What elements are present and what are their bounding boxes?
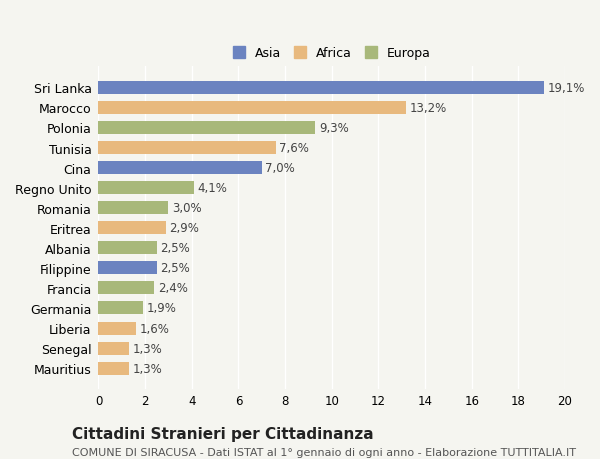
Text: 2,5%: 2,5%	[160, 262, 190, 275]
Text: 2,4%: 2,4%	[158, 282, 188, 295]
Bar	[98, 322, 136, 335]
Text: 2,5%: 2,5%	[160, 242, 190, 255]
Bar	[98, 142, 276, 155]
Text: 3,0%: 3,0%	[172, 202, 202, 215]
Text: 4,1%: 4,1%	[197, 182, 227, 195]
Text: 13,2%: 13,2%	[410, 102, 447, 115]
Bar	[98, 122, 316, 134]
Text: 19,1%: 19,1%	[548, 82, 585, 95]
Bar	[98, 262, 157, 275]
Text: COMUNE DI SIRACUSA - Dati ISTAT al 1° gennaio di ogni anno - Elaborazione TUTTIT: COMUNE DI SIRACUSA - Dati ISTAT al 1° ge…	[72, 447, 576, 457]
Bar	[98, 222, 166, 235]
Bar	[98, 362, 129, 375]
Bar	[98, 282, 154, 295]
Bar	[98, 162, 262, 175]
Bar	[98, 302, 143, 315]
Text: 7,0%: 7,0%	[265, 162, 295, 175]
Bar	[98, 342, 129, 355]
Text: 9,3%: 9,3%	[319, 122, 349, 134]
Text: 1,3%: 1,3%	[132, 342, 162, 355]
Bar	[98, 102, 406, 115]
Bar	[98, 82, 544, 95]
Text: 7,6%: 7,6%	[279, 142, 309, 155]
Text: Cittadini Stranieri per Cittadinanza: Cittadini Stranieri per Cittadinanza	[72, 425, 374, 441]
Text: 1,3%: 1,3%	[132, 362, 162, 375]
Legend: Asia, Africa, Europa: Asia, Africa, Europa	[226, 41, 437, 67]
Text: 2,9%: 2,9%	[170, 222, 199, 235]
Bar	[98, 202, 169, 215]
Bar	[98, 182, 194, 195]
Text: 1,6%: 1,6%	[139, 322, 169, 335]
Text: 1,9%: 1,9%	[146, 302, 176, 315]
Bar	[98, 242, 157, 255]
